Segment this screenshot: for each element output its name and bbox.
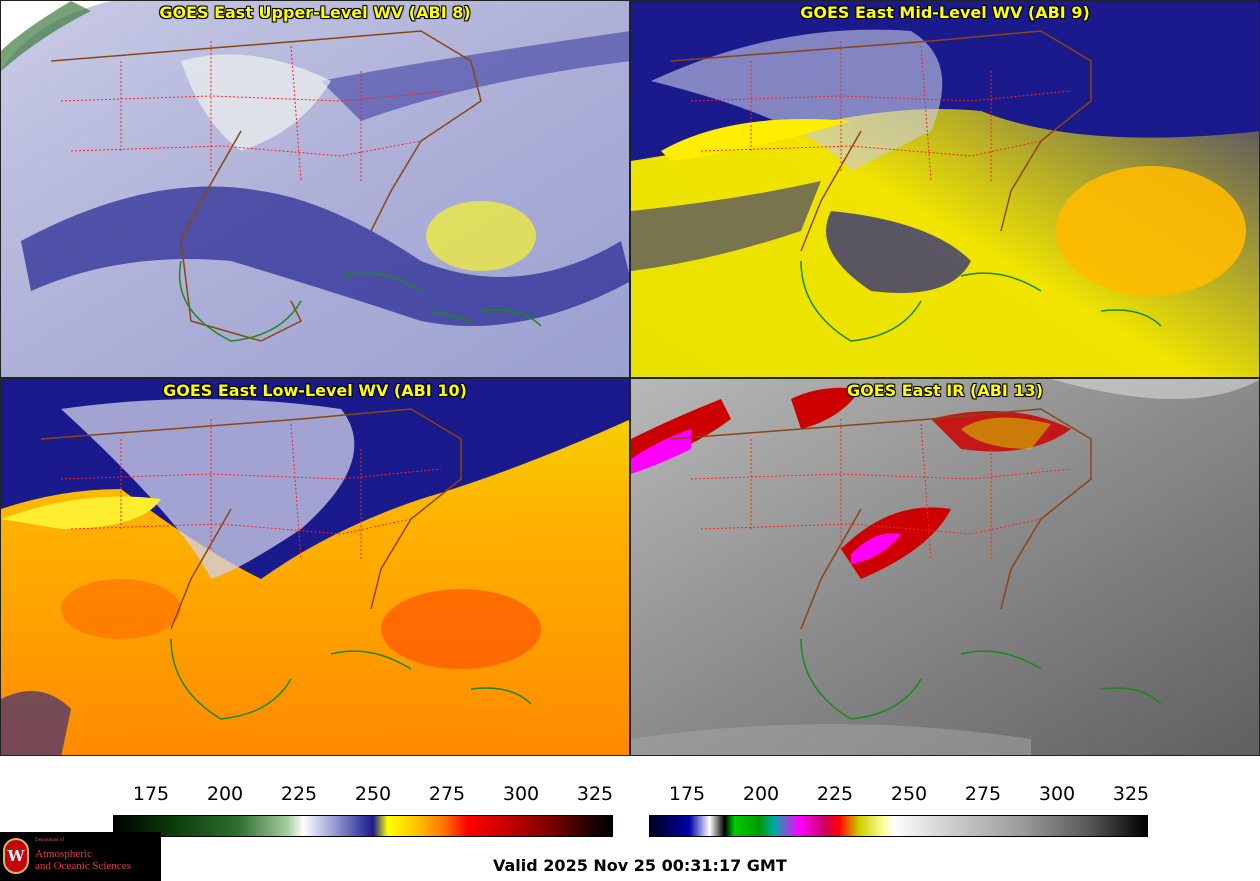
- panel-upper-level-wv: GOES East Upper-Level WV (ABI 8): [0, 0, 630, 378]
- colorbar-right-tick: 175: [668, 783, 706, 805]
- colorbar-left-tick: 275: [428, 783, 466, 805]
- colorbar-right-tick: 300: [1038, 783, 1076, 805]
- colorbar-left-tick: 325: [576, 783, 614, 805]
- colorbar-ir: [649, 815, 1148, 837]
- colorbar-left-tick: 300: [502, 783, 540, 805]
- colorbar-left-tick: 200: [206, 783, 244, 805]
- colorbar-right-tick: 250: [890, 783, 928, 805]
- logo-line-2: and Oceanic Sciences: [35, 860, 131, 872]
- colorbar-right-tick: 225: [816, 783, 854, 805]
- aos-logo: W Department of Atmospheric and Oceanic …: [0, 832, 161, 881]
- upper-level-wv-image: [1, 1, 629, 377]
- colorbar-right-tick: 200: [742, 783, 780, 805]
- panel-low-level-wv: GOES East Low-Level WV (ABI 10): [0, 378, 630, 756]
- ir-image: [631, 379, 1259, 755]
- panel-ir: GOES East IR (ABI 13): [630, 378, 1260, 756]
- colorbar-left-tick: 175: [132, 783, 170, 805]
- valid-time: Valid 2025 Nov 25 00:31:17 GMT: [493, 856, 787, 875]
- low-level-wv-image: [1, 379, 629, 755]
- mid-level-wv-image: [631, 1, 1259, 377]
- logo-dept-line: Department of: [35, 838, 65, 843]
- uw-crest-icon: W: [3, 838, 29, 874]
- colorbar-left-tick: 225: [280, 783, 318, 805]
- panel-mid-level-wv: GOES East Mid-Level WV (ABI 9): [630, 0, 1260, 378]
- colorbar-right-tick: 325: [1112, 783, 1150, 805]
- logo-line-1: Atmospheric: [35, 848, 92, 860]
- colorbar-left-tick: 250: [354, 783, 392, 805]
- colorbar-right-tick: 275: [964, 783, 1002, 805]
- colorbar-wv: [113, 815, 613, 837]
